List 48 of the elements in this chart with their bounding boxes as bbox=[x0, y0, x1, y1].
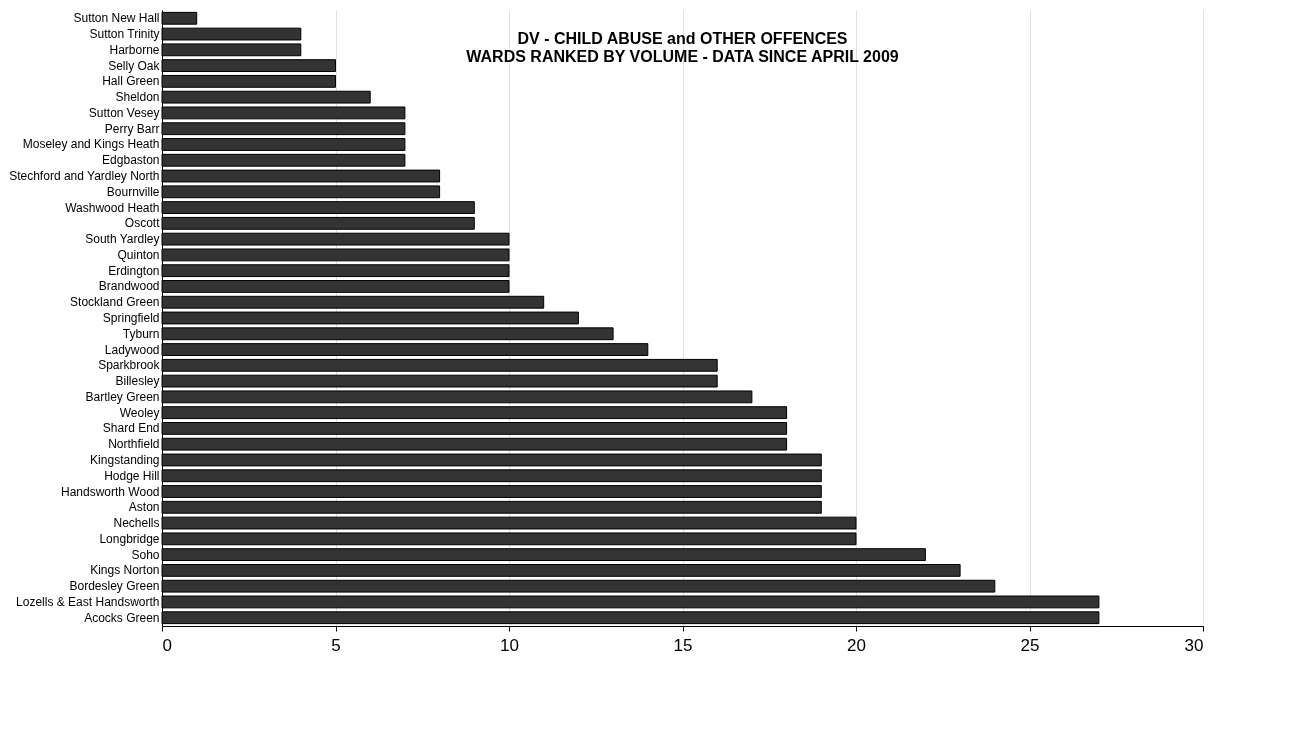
y-tick-label: Ladywood bbox=[104, 342, 160, 357]
x-tick-label: 0 bbox=[162, 635, 172, 655]
text: WARDS RANKED BY VOLUME - DATA SINCE APRIL 2009 bbox=[466, 48, 899, 65]
y-tick-label: Handsworth Wood bbox=[61, 484, 160, 499]
x-tick-label: 10 bbox=[500, 635, 519, 655]
x-tick-label: 5 bbox=[331, 635, 341, 655]
y-tick-label: Springfield bbox=[102, 311, 160, 325]
y-tick-label: Sutton Trinity bbox=[89, 27, 160, 42]
y-tick-label: Quinton bbox=[117, 247, 160, 262]
y-tick-label: Perry Barr bbox=[104, 121, 160, 136]
y-tick-label: Tyburn bbox=[122, 326, 160, 341]
y-tick-label: Hall Green bbox=[102, 74, 160, 89]
y-tick-label: Acocks Green bbox=[84, 610, 160, 625]
y-tick-label: Stechford and Yardley North bbox=[9, 169, 160, 184]
y-tick-label: Sheldon bbox=[115, 90, 160, 105]
y-tick-label: Kings Norton bbox=[90, 563, 160, 578]
y-tick-label: Longbridge bbox=[99, 531, 160, 546]
y-tick-label: Edgbaston bbox=[102, 153, 160, 168]
y-tick-label: Bordesley Green bbox=[69, 579, 160, 594]
y-tick-label: Sutton Vesey bbox=[88, 105, 160, 120]
y-tick-label: Harborne bbox=[109, 42, 160, 57]
y-tick-label: Lozells & East Handsworth bbox=[16, 594, 160, 609]
y-tick-label: Shard End bbox=[102, 421, 160, 436]
y-tick-label: Sparkbrook bbox=[98, 358, 161, 373]
y-tick-label: Hodge Hill bbox=[104, 468, 160, 483]
x-tick-label: 30 bbox=[1184, 635, 1204, 655]
text: DV - CHILD ABUSE and OTHER OFFENCES bbox=[517, 30, 848, 47]
y-tick-label: Bournville bbox=[106, 184, 160, 199]
y-tick-label: Sutton New Hall bbox=[73, 11, 160, 26]
x-tick-label: 25 bbox=[1020, 635, 1040, 655]
y-tick-label: South Yardley bbox=[85, 232, 160, 247]
y-tick-label: Brandwood bbox=[98, 279, 160, 294]
y-tick-label: Soho bbox=[131, 547, 160, 562]
y-tick-label: Oscott bbox=[124, 216, 161, 231]
x-tick-label: 20 bbox=[847, 635, 866, 655]
y-tick-label: Stockland Green bbox=[70, 295, 160, 310]
y-tick-label: Bartley Green bbox=[85, 389, 160, 404]
x-tick-label: 15 bbox=[673, 635, 693, 655]
y-tick-label: Washwood Heath bbox=[65, 200, 160, 215]
y-tick-label: Aston bbox=[128, 500, 160, 515]
y-tick-label: Erdington bbox=[108, 263, 160, 278]
y-tick-label: Weoley bbox=[119, 405, 160, 420]
y-tick-label: Moseley and Kings Heath bbox=[22, 137, 160, 152]
y-tick-label: Northfield bbox=[108, 437, 160, 452]
y-tick-label: Selly Oak bbox=[108, 58, 161, 73]
y-tick-label: Billesley bbox=[115, 374, 160, 389]
y-tick-label: Kingstanding bbox=[90, 452, 160, 467]
y-tick-label: Nechells bbox=[113, 516, 160, 531]
